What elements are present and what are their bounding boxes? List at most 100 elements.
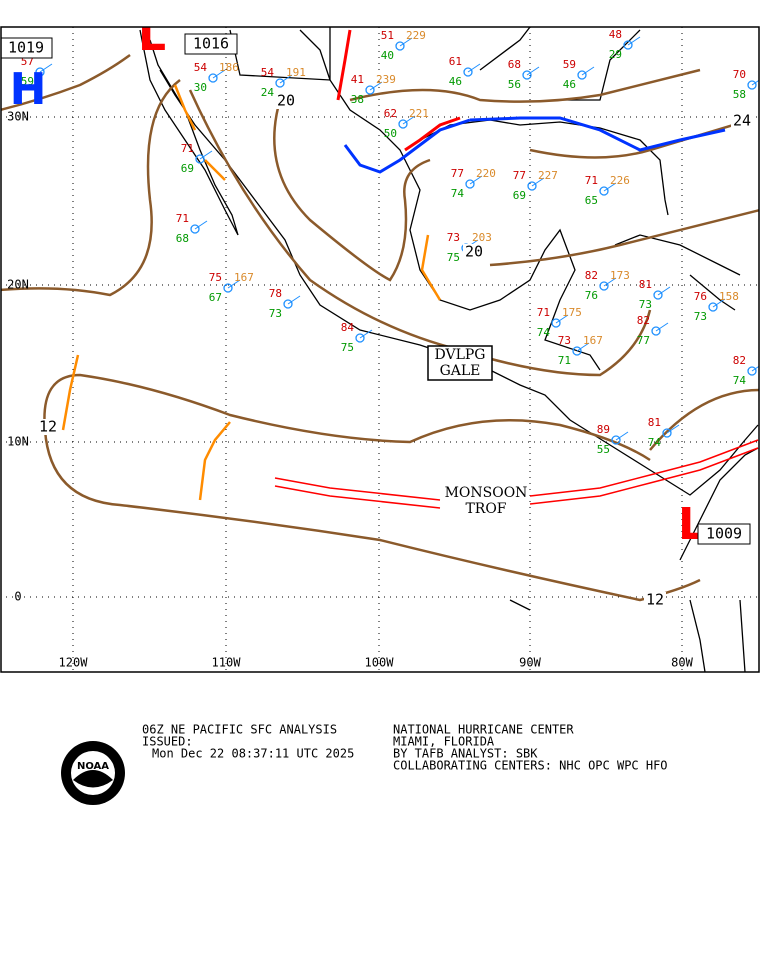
station-dewpoint: 56 [508,78,521,91]
wind-barb [555,314,569,324]
station-dewpoint: 38 [351,93,364,106]
station-circle [463,67,473,77]
footer-right-line: NATIONAL HURRICANE CENTER [393,723,574,737]
logo-text: NOAA [77,761,109,772]
latitude-label: 20N [7,278,29,292]
station-pressure: 203 [472,231,492,244]
station-circle [355,333,365,343]
isobar-label: 12 [39,418,57,436]
station-circle [551,318,561,328]
map-area: 51 229 40 41 239 38 54 186 30 54 191 24 61 46 68 56 59 46… [1,27,759,672]
station-dewpoint: 68 [176,232,189,245]
station-pressure: 167 [583,334,603,347]
station-circle [398,119,408,129]
station-temperature: 48 [609,28,622,41]
gale-box [427,345,493,381]
fronts [274,29,759,509]
footer-right-line: BY TAFB ANALYST: SBK [393,747,538,761]
footer-left-line: Mon Dec 22 08:37:11 UTC 2025 [152,747,354,761]
station-circle [190,224,200,234]
station-dewpoint: 74 [648,436,662,449]
station-dewpoint: 58 [733,88,746,101]
station-pressure: 239 [376,73,396,86]
wind-barb [603,277,617,287]
station-temperature: 84 [341,321,355,334]
latitude-label: 30N [7,110,29,124]
latitude-label: 0 [14,590,21,604]
station-dewpoint: 69 [513,189,526,202]
station-dewpoint: 30 [194,81,207,94]
station-dewpoint: 24 [261,86,275,99]
station-temperature: 75 [209,271,222,284]
wind-barb [279,74,293,84]
station-pressure: 229 [406,29,426,42]
station-dewpoint: 67 [209,291,222,304]
isobar-label: 24 [733,112,751,130]
wind-barb [369,81,383,91]
station-circle [708,302,718,312]
wind-barb [39,63,53,73]
station-circle [527,181,537,191]
wind-barb [526,66,540,76]
station-temperature: 54 [261,66,275,79]
isobar-label-bg [731,113,753,129]
station-circle [651,326,661,336]
wind-barb [581,66,595,76]
station-pressure: 186 [219,61,239,74]
wind-barb [399,37,413,47]
annotation: TROF [465,501,506,517]
isobar-label: 20 [465,243,483,261]
wind-barb [666,424,680,434]
station-circle [662,428,672,438]
graticule-labels: 30N 20N 10N 0 120W 110W 100W 90W 80W [7,110,693,670]
station-circle [653,290,663,300]
wind-barb [359,329,373,339]
wind-barb [467,63,481,73]
wind-barb [287,295,301,305]
station-pressure: 175 [562,306,582,319]
annotation: GALE [440,363,481,379]
station-dewpoint: 74 [733,374,747,387]
station-circle [195,154,205,164]
wind-barb [751,79,759,86]
station-circle [611,435,621,445]
wind-barb [212,69,226,79]
longitude-label: 120W [59,656,89,670]
wind-barb [227,279,241,289]
pressure-center-symbol: H [10,64,47,115]
isobar-label-bg [37,419,59,435]
longitude-label: 100W [365,656,395,670]
station-temperature: 68 [508,58,521,71]
station-circle [623,40,633,50]
station-temperature: 62 [384,107,397,120]
station-pressure: 167 [234,271,254,284]
station-temperature: 82 [733,354,746,367]
noaa-logo: NOAA [61,741,125,805]
station-dewpoint: 55 [597,443,610,456]
station-dewpoint: 73 [269,307,282,320]
station-dewpoint: 69 [181,162,194,175]
station-pressure: 221 [409,107,429,120]
station-circle [747,80,757,90]
longitude-label: 110W [212,656,242,670]
central-pressure: 1009 [706,525,742,543]
wind-barb [655,322,669,332]
station-circle [465,179,475,189]
footer-left-line: ISSUED: [142,735,193,749]
station-circle [283,299,293,309]
isobars [1,53,759,602]
station-temperature: 41 [351,73,364,86]
longitude-label: 80W [671,656,693,670]
central-pressure: 1019 [8,39,44,57]
central-pressure: 1016 [193,35,229,53]
station-dewpoint: 71 [558,354,571,367]
surface-troughs [61,84,442,501]
station-pressure: 158 [719,290,739,303]
station-circle [35,67,45,77]
footer-left-line: 06Z NE PACIFIC SFC ANALYSIS [142,723,337,737]
footer-right-line: COLLABORATING CENTERS: NHC OPC WPC HFO [393,759,668,773]
map-frame [0,26,760,673]
station-temperature: 76 [694,290,707,303]
